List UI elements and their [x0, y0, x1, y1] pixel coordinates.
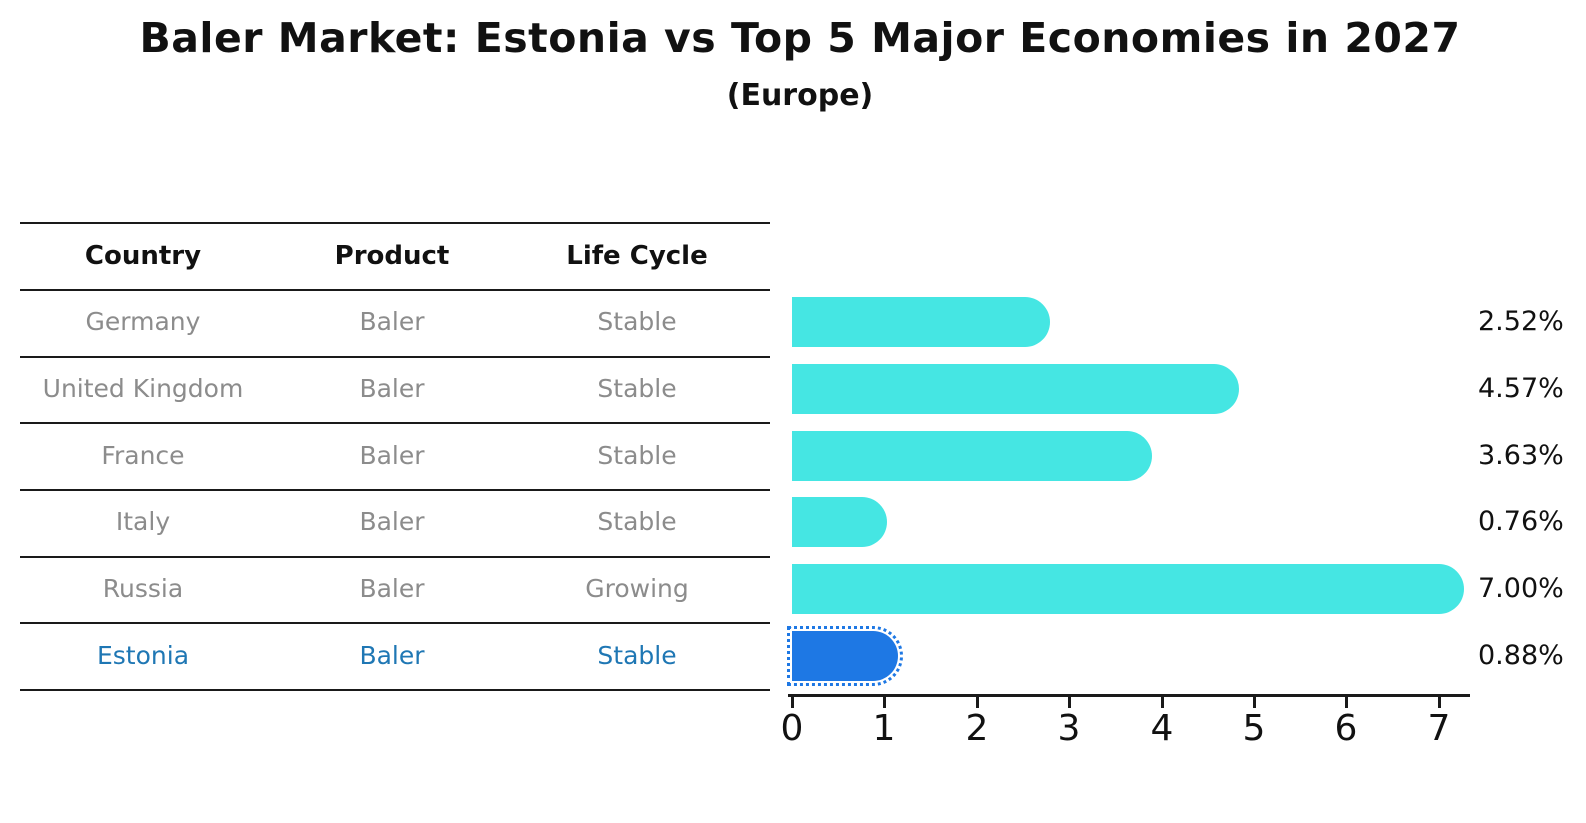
table-row-cell: Baler [359, 574, 425, 603]
bar [792, 564, 1464, 614]
table-row-cell: Russia [102, 574, 184, 603]
table-row-cell: Stable [597, 374, 677, 403]
x-axis-tick [883, 697, 886, 708]
table-line [20, 622, 770, 624]
table-header-life-cycle: Life Cycle [566, 241, 708, 271]
table-header-product: Product [334, 241, 450, 271]
table-row-cell: Baler [359, 441, 425, 470]
bar-value-label: 3.63% [1478, 440, 1564, 471]
table-row-cell: Baler [359, 307, 425, 336]
x-axis-tick [976, 697, 979, 708]
chart-title: Baler Market: Estonia vs Top 5 Major Eco… [139, 14, 1461, 62]
table-row-cell: Stable [597, 307, 677, 336]
bar [792, 364, 1239, 414]
table-row-cell: Baler [359, 374, 425, 403]
x-axis-tick-label: 5 [1242, 708, 1266, 749]
table-row-cell: United Kingdom [42, 374, 244, 403]
x-axis-tick-label: 2 [965, 708, 989, 749]
table-row-cell: Baler [359, 641, 425, 670]
x-axis-tick [1438, 697, 1441, 708]
bar-estonia-highlight [787, 626, 903, 686]
x-axis-tick-label: 4 [1150, 708, 1174, 749]
x-axis-line [788, 694, 1470, 697]
table-line [20, 222, 770, 224]
x-axis-tick [1161, 697, 1164, 708]
bar-value-label: 4.57% [1478, 373, 1564, 404]
table-row-cell: Germany [85, 307, 201, 336]
table-row-cell: Stable [597, 441, 677, 470]
table-line [20, 356, 770, 358]
bar [792, 497, 887, 547]
table-row-cell: Growing [585, 574, 689, 603]
chart-subtitle: (Europe) [726, 78, 874, 113]
table-row-cell: Baler [359, 507, 425, 536]
table-row-cell: Italy [115, 507, 171, 536]
table-row-cell: France [101, 441, 185, 470]
bar-value-label: 0.88% [1478, 640, 1564, 671]
x-axis-tick [1068, 697, 1071, 708]
table-line [20, 556, 770, 558]
x-axis-tick-label: 6 [1334, 708, 1358, 749]
table-line [20, 289, 770, 291]
x-axis-tick [1253, 697, 1256, 708]
bar-value-label: 0.76% [1478, 506, 1564, 537]
bar [792, 297, 1050, 347]
x-axis-tick-label: 7 [1427, 708, 1451, 749]
x-axis-tick-label: 1 [872, 708, 896, 749]
x-axis-tick [1345, 697, 1348, 708]
x-axis-tick-label: 3 [1057, 708, 1081, 749]
table-line [20, 422, 770, 424]
table-row-cell: Estonia [96, 641, 190, 670]
bar-value-label: 7.00% [1478, 573, 1564, 604]
table-row-cell: Stable [597, 507, 677, 536]
table-line [20, 689, 770, 691]
table-row-cell: Stable [597, 641, 677, 670]
table-header-country: Country [84, 241, 202, 271]
x-axis-tick [791, 697, 794, 708]
x-axis-tick-label: 0 [780, 708, 804, 749]
bar-value-label: 2.52% [1478, 306, 1564, 337]
table-line [20, 489, 770, 491]
bar [792, 431, 1152, 481]
